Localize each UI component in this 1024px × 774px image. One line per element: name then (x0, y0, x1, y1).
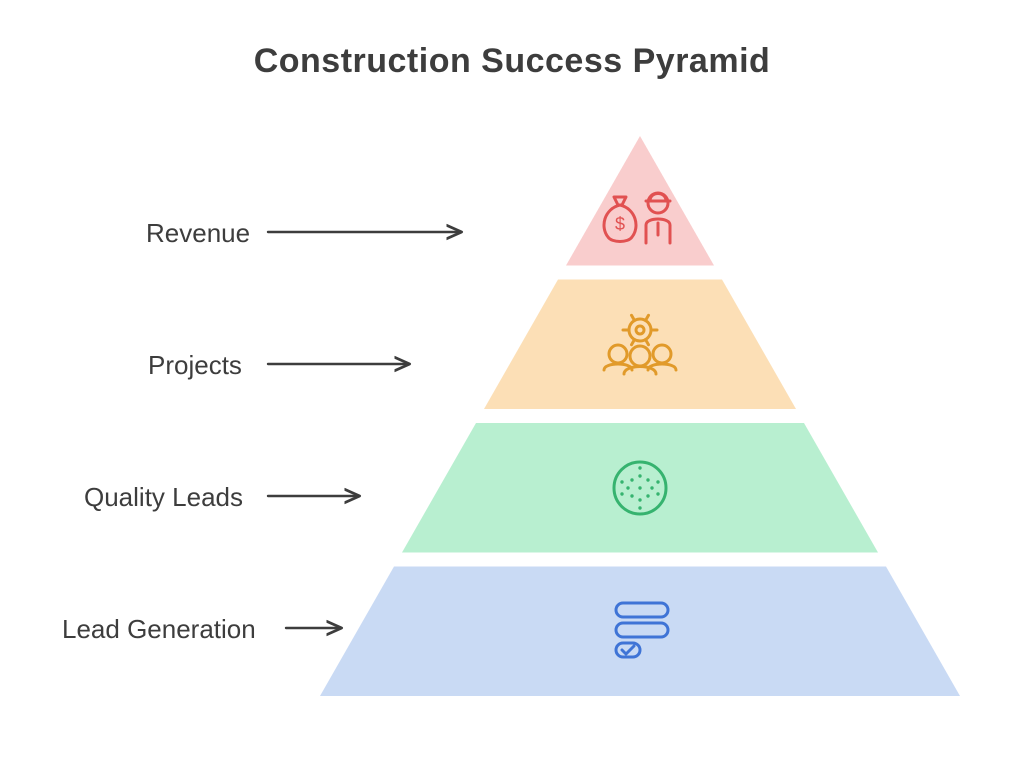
diagram-title: Construction Success Pyramid (0, 42, 1024, 81)
svg-text:$: $ (615, 214, 625, 234)
dotted-circle-icon (590, 448, 690, 533)
diagram-stage: Construction Success Pyramid Revenue Pro… (0, 0, 1024, 774)
label-revenue: Revenue (146, 218, 250, 249)
label-lead-generation: Lead Generation (62, 614, 256, 645)
form-list-icon (590, 591, 690, 676)
label-quality-leads: Quality Leads (84, 482, 243, 513)
gear-people-icon (590, 304, 690, 389)
money-bag-person-icon: $ (590, 181, 690, 266)
label-projects: Projects (148, 350, 242, 381)
